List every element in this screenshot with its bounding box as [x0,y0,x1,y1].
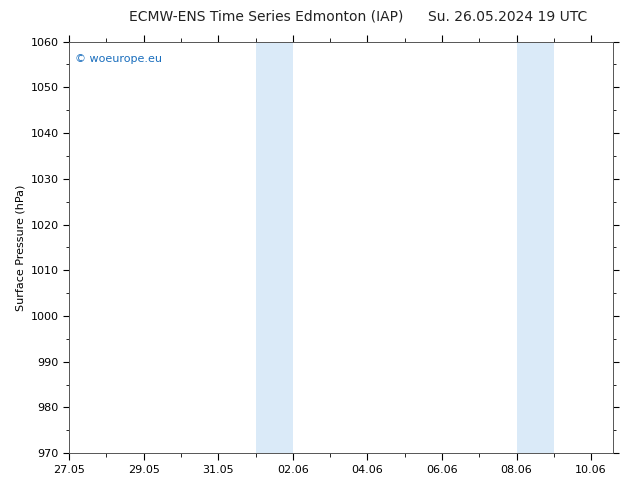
Text: © woeurope.eu: © woeurope.eu [75,54,162,64]
Bar [517,42,535,453]
Text: Su. 26.05.2024 19 UTC: Su. 26.05.2024 19 UTC [427,10,587,24]
Bar [535,42,553,453]
Bar [256,42,274,453]
Bar [274,42,293,453]
Y-axis label: Surface Pressure (hPa): Surface Pressure (hPa) [15,184,25,311]
Text: ECMW-ENS Time Series Edmonton (IAP): ECMW-ENS Time Series Edmonton (IAP) [129,10,403,24]
